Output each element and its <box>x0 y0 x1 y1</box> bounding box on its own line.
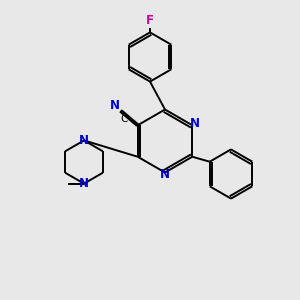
Text: N: N <box>110 99 120 112</box>
Text: N: N <box>79 177 89 190</box>
Text: C: C <box>120 114 127 124</box>
Text: N: N <box>160 168 170 182</box>
Text: N: N <box>79 134 89 147</box>
Text: F: F <box>146 14 154 28</box>
Text: N: N <box>190 117 200 130</box>
